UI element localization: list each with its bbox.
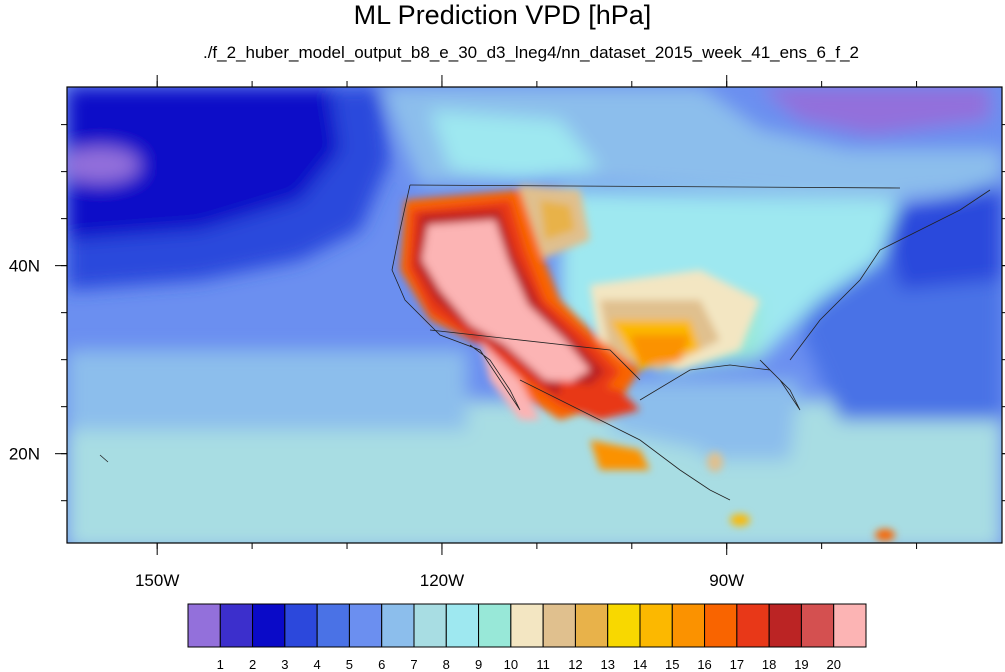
axis-ticks xyxy=(55,75,1005,555)
colorbar-label: 19 xyxy=(794,657,808,672)
coastlines xyxy=(99,184,991,501)
colorbar-label: 1 xyxy=(217,657,224,672)
colorbar-swatch xyxy=(316,603,350,648)
map-subtitle: ./f_2_huber_model_output_b8_e_30_d3_lneg… xyxy=(202,43,860,62)
colorbar: 1 2 3 4 5 6 7 8 9 10 11 12 13 14 15 16 17 18 19 20 xyxy=(187,603,867,672)
x-tick-label: 90W xyxy=(709,571,744,590)
colorbar-swatch xyxy=(252,603,286,648)
colorbar-label: 3 xyxy=(281,657,288,672)
colorbar-label: 6 xyxy=(378,657,385,672)
colorbar-swatch xyxy=(574,603,609,648)
colorbar-label: 16 xyxy=(697,657,711,672)
colorbar-swatch xyxy=(445,603,480,648)
colorbar-label: 9 xyxy=(475,657,482,672)
colorbar-swatch xyxy=(607,603,641,648)
colorbar-swatch xyxy=(800,603,835,648)
colorbar-swatch xyxy=(348,603,383,648)
colorbar-swatch xyxy=(639,603,673,648)
colorbar-label: 10 xyxy=(504,657,518,672)
x-tick-label: 150W xyxy=(135,571,179,590)
y-tick-label: 20N xyxy=(9,445,40,464)
colorbar-swatch xyxy=(704,603,738,648)
colorbar-swatch xyxy=(413,603,447,648)
colorbar-label: 18 xyxy=(762,657,776,672)
colorbar-label: 5 xyxy=(346,657,353,672)
colorbar-label: 2 xyxy=(249,657,256,672)
map-frame xyxy=(66,86,1003,544)
y-tick-label: 40N xyxy=(9,257,40,276)
colorbar-swatch xyxy=(736,603,770,648)
colorbar-label: 15 xyxy=(665,657,679,672)
colorbar-swatch xyxy=(671,603,706,648)
colorbar-swatch xyxy=(284,603,318,648)
colorbar-swatch xyxy=(219,603,254,648)
axis-tick-labels: 150W 120W 90W 40N 20N xyxy=(9,257,744,590)
colorbar-label: 13 xyxy=(600,657,614,672)
x-tick-label: 120W xyxy=(420,571,464,590)
colorbar-swatch xyxy=(381,603,415,648)
colorbar-swatch xyxy=(478,603,512,648)
colorbar-label: 4 xyxy=(314,657,321,672)
vpd-field xyxy=(67,87,1002,543)
colorbar-swatch xyxy=(510,603,544,648)
colorbar-label: 11 xyxy=(536,657,550,672)
map-title: ML Prediction VPD [hPa] xyxy=(353,0,652,30)
colorbar-swatch xyxy=(187,603,221,648)
colorbar-swatch xyxy=(768,603,802,648)
colorbar-label: 7 xyxy=(410,657,417,672)
colorbar-label: 20 xyxy=(826,657,840,672)
colorbar-label: 8 xyxy=(443,657,450,672)
colorbar-label: 14 xyxy=(633,657,647,672)
colorbar-label: 17 xyxy=(730,657,744,672)
colorbar-swatch xyxy=(833,603,867,648)
colorbar-label: 12 xyxy=(568,657,582,672)
colorbar-swatch xyxy=(542,603,576,648)
